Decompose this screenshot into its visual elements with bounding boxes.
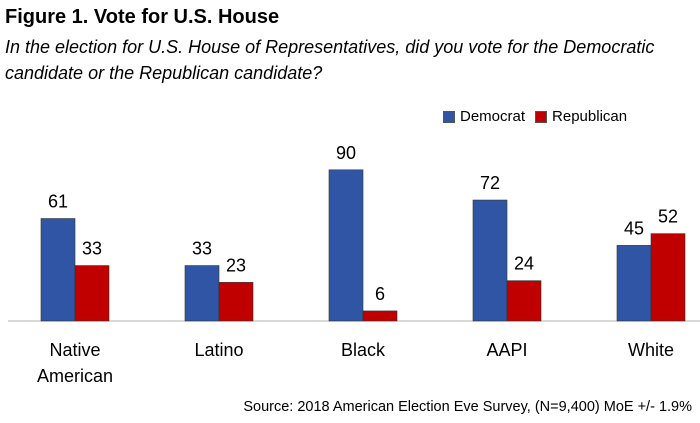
legend-label-republican: Republican (552, 108, 628, 125)
category-label-3: AAPI (486, 340, 527, 360)
category-label-0: Native American (37, 340, 113, 386)
data-label-democrat-1: 33 (192, 239, 212, 259)
bar-democrat-0 (40, 218, 76, 322)
data-label-democrat-2: 90 (336, 143, 356, 163)
category-label-2: Black (341, 340, 386, 360)
bar-republican-0 (74, 265, 110, 322)
source-note: Source: 2018 American Election Eve Surve… (243, 399, 692, 415)
category-label-line: Latino (194, 340, 243, 360)
chart-title: Figure 1. Vote for U.S. House (5, 6, 280, 28)
legend-swatch-republican (535, 110, 548, 123)
chart-subtitle: In the election for U.S. House of Repres… (5, 37, 655, 83)
bar-republican-2 (362, 310, 398, 322)
bar-republican-3 (506, 280, 542, 322)
bar-republican-1 (218, 282, 254, 322)
category-label-4: White (628, 340, 674, 360)
data-label-republican-0: 33 (82, 239, 102, 259)
data-label-republican-1: 23 (226, 255, 246, 275)
legend-item-democrat: Democrat (443, 108, 525, 125)
category-label-line: White (628, 340, 674, 360)
legend-label-democrat: Democrat (460, 108, 526, 125)
bar-democrat-3 (472, 199, 508, 322)
data-label-republican-3: 24 (514, 254, 534, 274)
category-label-line: American (37, 366, 113, 386)
legend-item-republican: Republican (535, 108, 627, 125)
category-label-line: AAPI (486, 340, 527, 360)
data-label-democrat-3: 72 (480, 173, 500, 193)
category-label-1: Latino (194, 340, 243, 360)
bar-republican-4 (650, 233, 686, 322)
category-label-line: Black (341, 340, 386, 360)
legend-swatch-democrat (443, 110, 455, 123)
data-label-republican-2: 6 (375, 284, 385, 304)
bar-democrat-2 (328, 169, 364, 322)
legend: Democrat Republican (443, 108, 637, 125)
category-label-line: Native (49, 340, 100, 360)
bar-democrat-1 (184, 265, 220, 322)
data-label-republican-4: 52 (658, 207, 678, 227)
data-label-democrat-4: 45 (624, 218, 644, 238)
bar-democrat-4 (616, 245, 652, 322)
data-label-democrat-0: 61 (48, 192, 68, 212)
